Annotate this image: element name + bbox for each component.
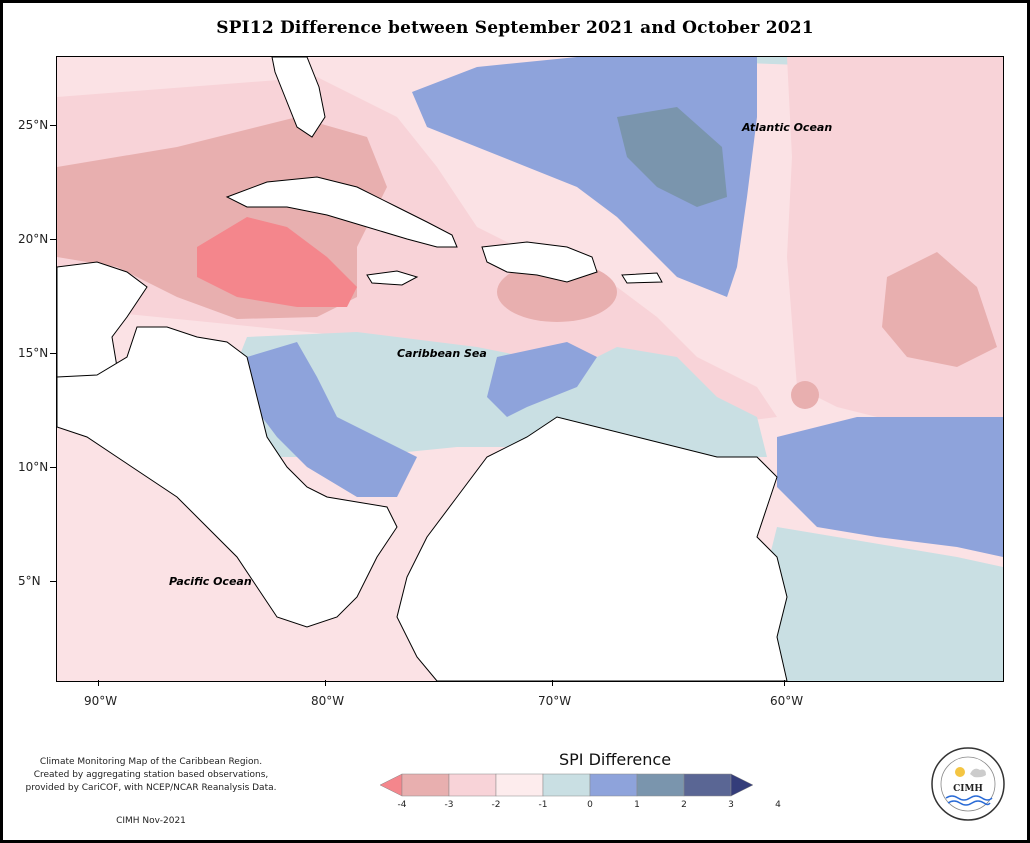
lat-label-15: 15°N [18, 346, 49, 360]
lat-label-5: 5°N [18, 574, 41, 588]
legend-cell [448, 773, 497, 797]
landmasses [57, 57, 788, 681]
lat-label-20: 20°N [18, 232, 49, 246]
lon-tick [552, 680, 553, 686]
cuba [225, 176, 458, 248]
legend-title: SPI Difference [558, 750, 672, 769]
legend-colorbar [379, 773, 754, 797]
map-title: SPI12 Difference between September 2021 … [216, 18, 814, 38]
spi-difference-map: Atlantic Ocean Caribbean Sea Pacific Oce… [57, 57, 1003, 681]
map-panel: Atlantic Ocean Caribbean Sea Pacific Oce… [56, 56, 1004, 682]
lat-tick [50, 353, 56, 354]
lat-label-10: 10°N [18, 460, 49, 474]
legend-tick-label: 4 [775, 800, 781, 810]
lat-tick [50, 239, 56, 240]
se-atlantic-wet [777, 417, 1003, 557]
atlantic-core [617, 107, 727, 207]
legend-tick-label: 1 [634, 800, 640, 810]
legend-tick-label: -3 [444, 800, 454, 810]
east-atlantic-dry [882, 252, 997, 367]
legend-cell [495, 773, 544, 797]
guianas-light-blue [757, 527, 1003, 681]
lat-tick [50, 581, 56, 582]
credit-line2: Created by aggregating station based obs… [33, 770, 269, 780]
legend-arrow-right [730, 773, 754, 797]
hispaniola-dry [497, 262, 617, 322]
lon-label-80: 80°W [311, 694, 345, 708]
credit-line1: Climate Monitoring Map of the Caribbean … [39, 757, 263, 767]
lon-tick [784, 680, 785, 686]
south-america [396, 416, 788, 681]
caribbean-central-wet [487, 342, 597, 417]
legend-tick-label: -2 [491, 800, 501, 810]
legend-cell [401, 773, 450, 797]
wave-icon [947, 800, 991, 806]
lon-tick [98, 680, 99, 686]
florida [271, 57, 326, 138]
hispaniola [481, 241, 598, 283]
legend-arrow-left [379, 773, 403, 797]
pacific-ocean-label: Pacific Ocean [169, 575, 252, 588]
legend-cell [589, 773, 638, 797]
puerto-rico [621, 272, 663, 284]
lon-label-70: 70°W [538, 694, 572, 708]
credit-date: CIMH Nov-2021 [116, 816, 186, 826]
western-core [197, 217, 357, 307]
jamaica [366, 270, 419, 286]
credit-text: Climate Monitoring Map of the Caribbean … [20, 756, 282, 795]
atlantic-ocean-label: Atlantic Ocean [741, 121, 832, 134]
lat-label-25: 25°N [18, 118, 49, 132]
legend-tick-label: 2 [681, 800, 687, 810]
credit-line3: provided by CariCOF, with NCEP/NCAR Rean… [25, 783, 277, 793]
legend-cell [542, 773, 591, 797]
legend-tick-label: 3 [728, 800, 734, 810]
cloud-icon [970, 768, 986, 778]
central-america [57, 326, 398, 628]
caribbean-sea-label: Caribbean Sea [397, 347, 487, 360]
lat-tick [50, 467, 56, 468]
legend-tick-label: -1 [538, 800, 548, 810]
barbados-dry [791, 381, 819, 409]
lon-label-60: 60°W [770, 694, 804, 708]
legend-cell [636, 773, 685, 797]
lat-tick [50, 125, 56, 126]
legend-cell [683, 773, 732, 797]
cimh-logo: CIMH [931, 747, 1005, 821]
caribbean-sw-wet [247, 342, 417, 497]
legend-tick-label: 0 [587, 800, 593, 810]
lon-label-90: 90°W [84, 694, 118, 708]
sun-icon [955, 767, 965, 777]
wave-icon [945, 795, 993, 801]
east-atlantic [787, 57, 1003, 437]
legend-tick-label: -4 [397, 800, 407, 810]
lon-tick [325, 680, 326, 686]
logo-text: CIMH [953, 784, 983, 794]
